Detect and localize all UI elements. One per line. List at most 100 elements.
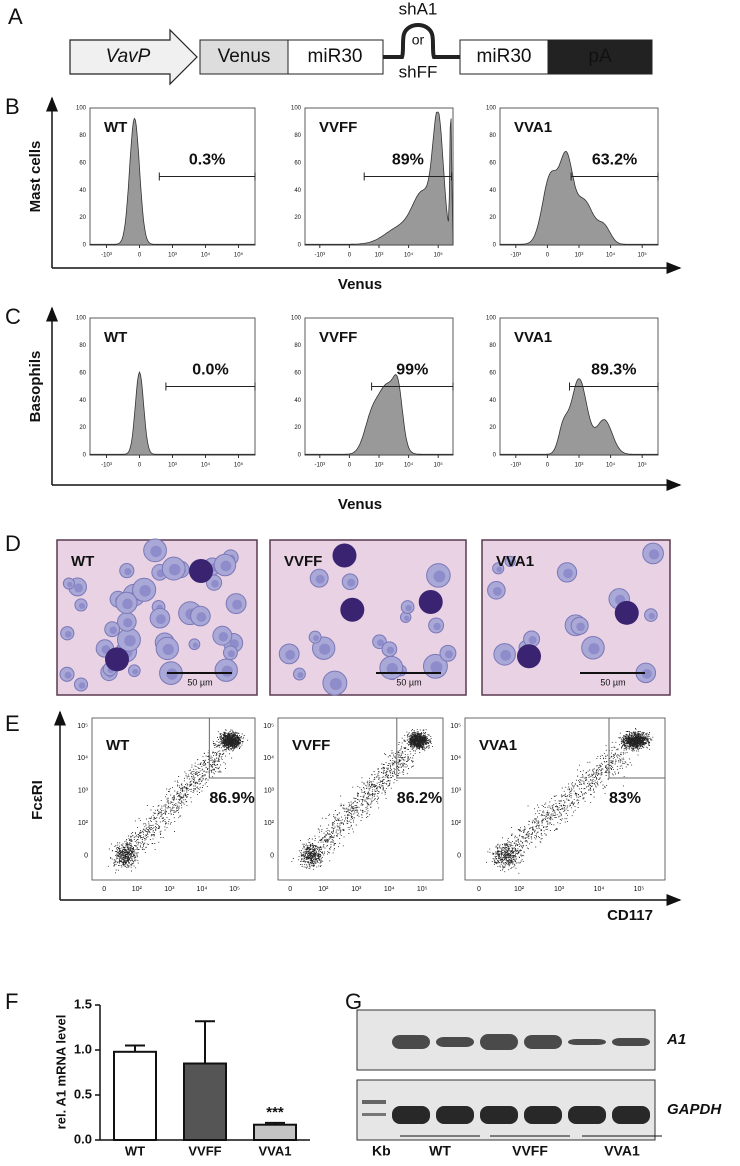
x-tick-label: 10³ <box>168 463 177 469</box>
nucleus <box>430 661 443 674</box>
x-tick-label: 10³ <box>554 886 565 893</box>
gate <box>371 382 454 391</box>
x-tick-label: 0 <box>348 253 352 259</box>
bar <box>113 1050 157 1142</box>
mast-cell <box>614 600 639 625</box>
y-tick-label: 0 <box>298 453 302 459</box>
gel-band <box>392 1035 430 1049</box>
nucleus <box>648 549 660 560</box>
polya-box <box>547 39 653 75</box>
nucleus <box>123 618 133 628</box>
mast-cell <box>340 597 365 622</box>
x-tick-label: -10³ <box>314 463 325 469</box>
label: shFF <box>399 62 438 81</box>
nucleus <box>64 630 72 638</box>
plot-label: VVFF <box>319 119 357 136</box>
x-tick-label: 0 <box>138 463 142 469</box>
gate <box>569 382 659 391</box>
y-tick-label: 0 <box>84 852 88 859</box>
group-label: VVA1 <box>604 1143 640 1159</box>
events <box>107 729 249 874</box>
image-label: VVA1 <box>496 553 534 570</box>
plot-label: WT <box>106 737 129 754</box>
y-tick-label: 1.5 <box>74 996 92 1011</box>
panel-letter: F <box>5 989 18 1014</box>
x-tick-label: 0 <box>477 886 481 893</box>
micrograph <box>481 539 671 696</box>
gel-band <box>392 1106 430 1124</box>
plot-label: VVFF <box>319 329 357 346</box>
histogram <box>499 378 659 456</box>
mast-cell <box>517 644 541 669</box>
histogram <box>499 150 659 246</box>
y-tick-label: 80 <box>79 133 86 139</box>
y-tick-label: 0 <box>493 453 497 459</box>
x-tick-label: 0 <box>102 886 106 893</box>
x-tick-label: 10³ <box>351 886 362 893</box>
gate-box <box>608 718 665 779</box>
y-tick-label: 100 <box>486 106 497 112</box>
gate <box>165 382 256 391</box>
gate-percent: 0.3% <box>189 152 225 169</box>
gate-box <box>208 718 255 779</box>
plot-label: VVA1 <box>514 119 552 136</box>
gel-band <box>524 1106 562 1124</box>
nucleus <box>218 632 229 642</box>
group-label: VVFF <box>512 1143 548 1159</box>
y-tick-label: 0 <box>298 243 302 249</box>
gel-band <box>436 1106 474 1124</box>
nucleus <box>124 568 132 576</box>
y-tick-label: 100 <box>291 106 302 112</box>
bar <box>253 1123 297 1141</box>
x-tick-label: 10³ <box>375 253 384 259</box>
x-axis-label: Venus <box>338 496 382 513</box>
gate <box>363 172 453 181</box>
nucleus <box>405 604 412 612</box>
label: pA <box>588 46 612 67</box>
histogram <box>89 371 256 456</box>
image-label: WT <box>71 553 94 570</box>
x-tick-label: 0 <box>546 253 550 259</box>
nucleus <box>329 678 342 691</box>
nucleus <box>377 639 384 647</box>
nucleus <box>232 599 243 610</box>
nucleus <box>347 578 356 587</box>
nucleus <box>64 671 72 679</box>
mast-cell <box>418 590 443 614</box>
y-tick-label: 10⁴ <box>77 755 88 762</box>
nucleus <box>78 602 86 609</box>
y-tick-label: 20 <box>489 425 496 431</box>
y-tick-label: 10² <box>451 820 462 827</box>
nucleus <box>227 650 235 658</box>
x-tick-label: 10⁵ <box>234 252 244 259</box>
band-label: A1 <box>666 1031 686 1048</box>
histogram <box>304 374 454 456</box>
image-label: VVFF <box>284 553 322 570</box>
panel-letter: E <box>5 711 20 736</box>
y-tick-label: 10⁵ <box>450 723 461 730</box>
scale-label: 50 µm <box>600 677 625 687</box>
gate <box>570 172 659 181</box>
nucleus <box>576 622 585 632</box>
nucleus <box>386 663 399 675</box>
y-tick-label: 100 <box>76 316 87 322</box>
mir30-box <box>287 39 384 75</box>
x-tick-label: 10⁴ <box>201 462 211 469</box>
y-tick-label: 0.0 <box>74 1131 92 1146</box>
x-tick-label: 10⁵ <box>434 462 444 469</box>
y-tick-label: 10² <box>264 820 275 827</box>
gel-band <box>524 1035 562 1049</box>
panel-letter: G <box>345 989 362 1014</box>
nucleus <box>166 668 178 680</box>
y-axis-label: FcεRI <box>29 780 46 820</box>
bar <box>183 1062 227 1141</box>
y-tick-label: 40 <box>79 398 86 404</box>
y-tick-label: 80 <box>489 133 496 139</box>
x-tick-label: 10⁴ <box>201 252 211 259</box>
x-tick-label: 10³ <box>168 253 177 259</box>
x-tick-label: 10⁴ <box>606 252 616 259</box>
x-tick-label: -10³ <box>510 463 521 469</box>
y-tick-label: 0.5 <box>74 1086 92 1101</box>
x-tick-label: 10⁵ <box>638 252 648 259</box>
gel-band <box>568 1039 606 1045</box>
